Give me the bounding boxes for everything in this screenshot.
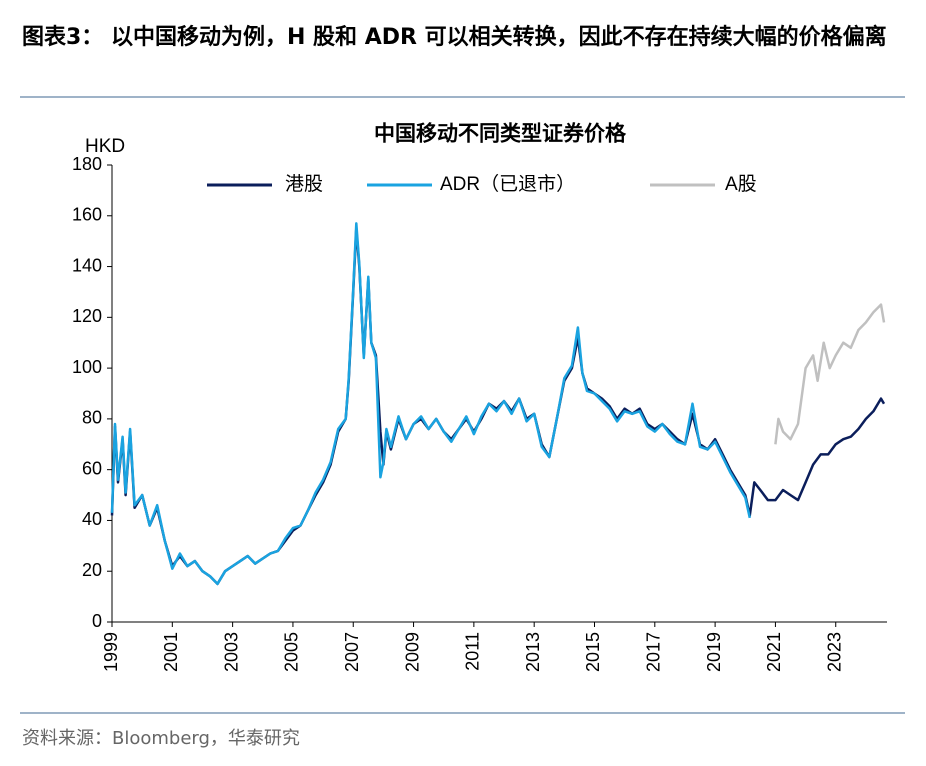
- legend-label: ADR（已退市）: [440, 173, 575, 195]
- x-tick-label: 2019: [704, 632, 724, 672]
- source-note: 资料来源：Bloomberg，华泰研究: [22, 728, 300, 749]
- x-tick-label: 1999: [101, 632, 121, 672]
- separator: [20, 96, 905, 98]
- y-tick-label: 140: [72, 255, 102, 275]
- y-tick-label: 100: [72, 357, 102, 377]
- x-tick-label: 2013: [523, 632, 543, 672]
- y-tick-label: 20: [82, 560, 102, 580]
- series-line: [110, 222, 752, 586]
- x-tick-label: 2007: [342, 632, 362, 672]
- series-line: [774, 303, 886, 445]
- x-tick-label: 2021: [764, 632, 784, 672]
- y-tick-label: 120: [72, 306, 102, 326]
- separator: [20, 712, 905, 714]
- legend-label: 港股: [285, 173, 323, 195]
- y-tick-label: 0: [92, 611, 102, 631]
- y-tick-label: 40: [82, 509, 102, 529]
- y-tick-label: 80: [82, 408, 102, 428]
- y-tick-label: 160: [72, 205, 102, 225]
- x-tick-label: 2009: [402, 632, 422, 672]
- y-tick-label: 60: [82, 458, 102, 478]
- legend-label: A股: [725, 174, 757, 195]
- x-tick-label: 2011: [463, 632, 483, 671]
- x-tick-label: 2001: [161, 632, 181, 672]
- x-tick-label: 2003: [221, 632, 241, 672]
- series-line: [110, 227, 886, 586]
- y-tick-label: 180: [72, 154, 102, 174]
- y-axis-label: HKD: [85, 136, 125, 157]
- x-tick-label: 2017: [644, 632, 664, 672]
- chart-title: 中国移动不同类型证券价格: [374, 122, 627, 146]
- x-tick-label: 2015: [583, 632, 603, 672]
- x-tick-label: 2005: [282, 632, 302, 672]
- figure-title: 图表3： 以中国移动为例，H 股和 ADR 可以相关转换，因此不存在持续大幅的价…: [22, 25, 887, 50]
- x-tick-label: 2023: [824, 632, 844, 672]
